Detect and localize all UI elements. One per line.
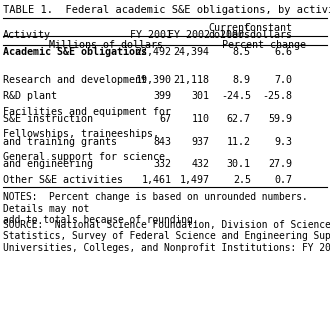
- Text: -25.8: -25.8: [262, 91, 292, 101]
- Text: 399: 399: [153, 91, 172, 101]
- Text: 19,390: 19,390: [136, 75, 172, 85]
- Text: -24.5: -24.5: [221, 91, 251, 101]
- Text: Academic S&E obligations: Academic S&E obligations: [3, 47, 147, 57]
- Text: 432: 432: [191, 159, 210, 169]
- Text: 937: 937: [191, 136, 210, 147]
- Text: Millions of dollars: Millions of dollars: [49, 40, 163, 50]
- Text: FY 2001: FY 2001: [130, 30, 172, 40]
- Text: Fellowships, traineeships,: Fellowships, traineeships,: [3, 129, 159, 139]
- Text: 22,492: 22,492: [136, 47, 172, 57]
- Text: 1,497: 1,497: [180, 175, 210, 185]
- Text: 2000 dollars: 2000 dollars: [220, 30, 292, 40]
- Text: 110: 110: [191, 114, 210, 124]
- Text: 21,118: 21,118: [174, 75, 210, 85]
- Text: Facilities and equipment for: Facilities and equipment for: [3, 107, 171, 117]
- Text: Research and development: Research and development: [3, 75, 147, 85]
- Text: 301: 301: [191, 91, 210, 101]
- Text: 27.9: 27.9: [268, 159, 292, 169]
- Text: and training grants: and training grants: [3, 136, 117, 147]
- Text: Percent change: Percent change: [222, 40, 306, 50]
- Text: 332: 332: [153, 159, 172, 169]
- Text: 67: 67: [160, 114, 172, 124]
- Text: Activity: Activity: [3, 30, 51, 40]
- Text: 843: 843: [153, 136, 172, 147]
- Text: 6.6: 6.6: [274, 47, 292, 57]
- Text: TABLE 1.  Federal academic S&E obligations, by activity: FYs 2001-02: TABLE 1. Federal academic S&E obligation…: [3, 5, 330, 15]
- Text: 9.3: 9.3: [274, 136, 292, 147]
- Text: R&D plant: R&D plant: [3, 91, 57, 101]
- Text: Current: Current: [209, 23, 251, 33]
- Text: 62.7: 62.7: [227, 114, 251, 124]
- Text: Other S&E activities: Other S&E activities: [3, 175, 123, 185]
- Text: and engineering: and engineering: [3, 159, 93, 169]
- Text: FY 2002: FY 2002: [168, 30, 210, 40]
- Text: 8.5: 8.5: [233, 47, 251, 57]
- Text: S&E instruction: S&E instruction: [3, 114, 93, 124]
- Text: 7.0: 7.0: [274, 75, 292, 85]
- Text: 8.9: 8.9: [233, 75, 251, 85]
- Text: 59.9: 59.9: [268, 114, 292, 124]
- Text: General support for science: General support for science: [3, 152, 165, 162]
- Text: NOTES:  Percent change is based on unrounded numbers. Details may not
add to tot: NOTES: Percent change is based on unroun…: [3, 192, 308, 225]
- Text: Constant: Constant: [244, 23, 292, 33]
- Text: 11.2: 11.2: [227, 136, 251, 147]
- Text: dollars: dollars: [209, 30, 251, 40]
- Text: 1,461: 1,461: [142, 175, 172, 185]
- Text: 2.5: 2.5: [233, 175, 251, 185]
- Text: 0.7: 0.7: [274, 175, 292, 185]
- Text: 30.1: 30.1: [227, 159, 251, 169]
- Text: 24,394: 24,394: [174, 47, 210, 57]
- Text: SOURCE:  National Science Foundation, Division of Science Resources
Statistics, : SOURCE: National Science Foundation, Div…: [3, 220, 330, 253]
